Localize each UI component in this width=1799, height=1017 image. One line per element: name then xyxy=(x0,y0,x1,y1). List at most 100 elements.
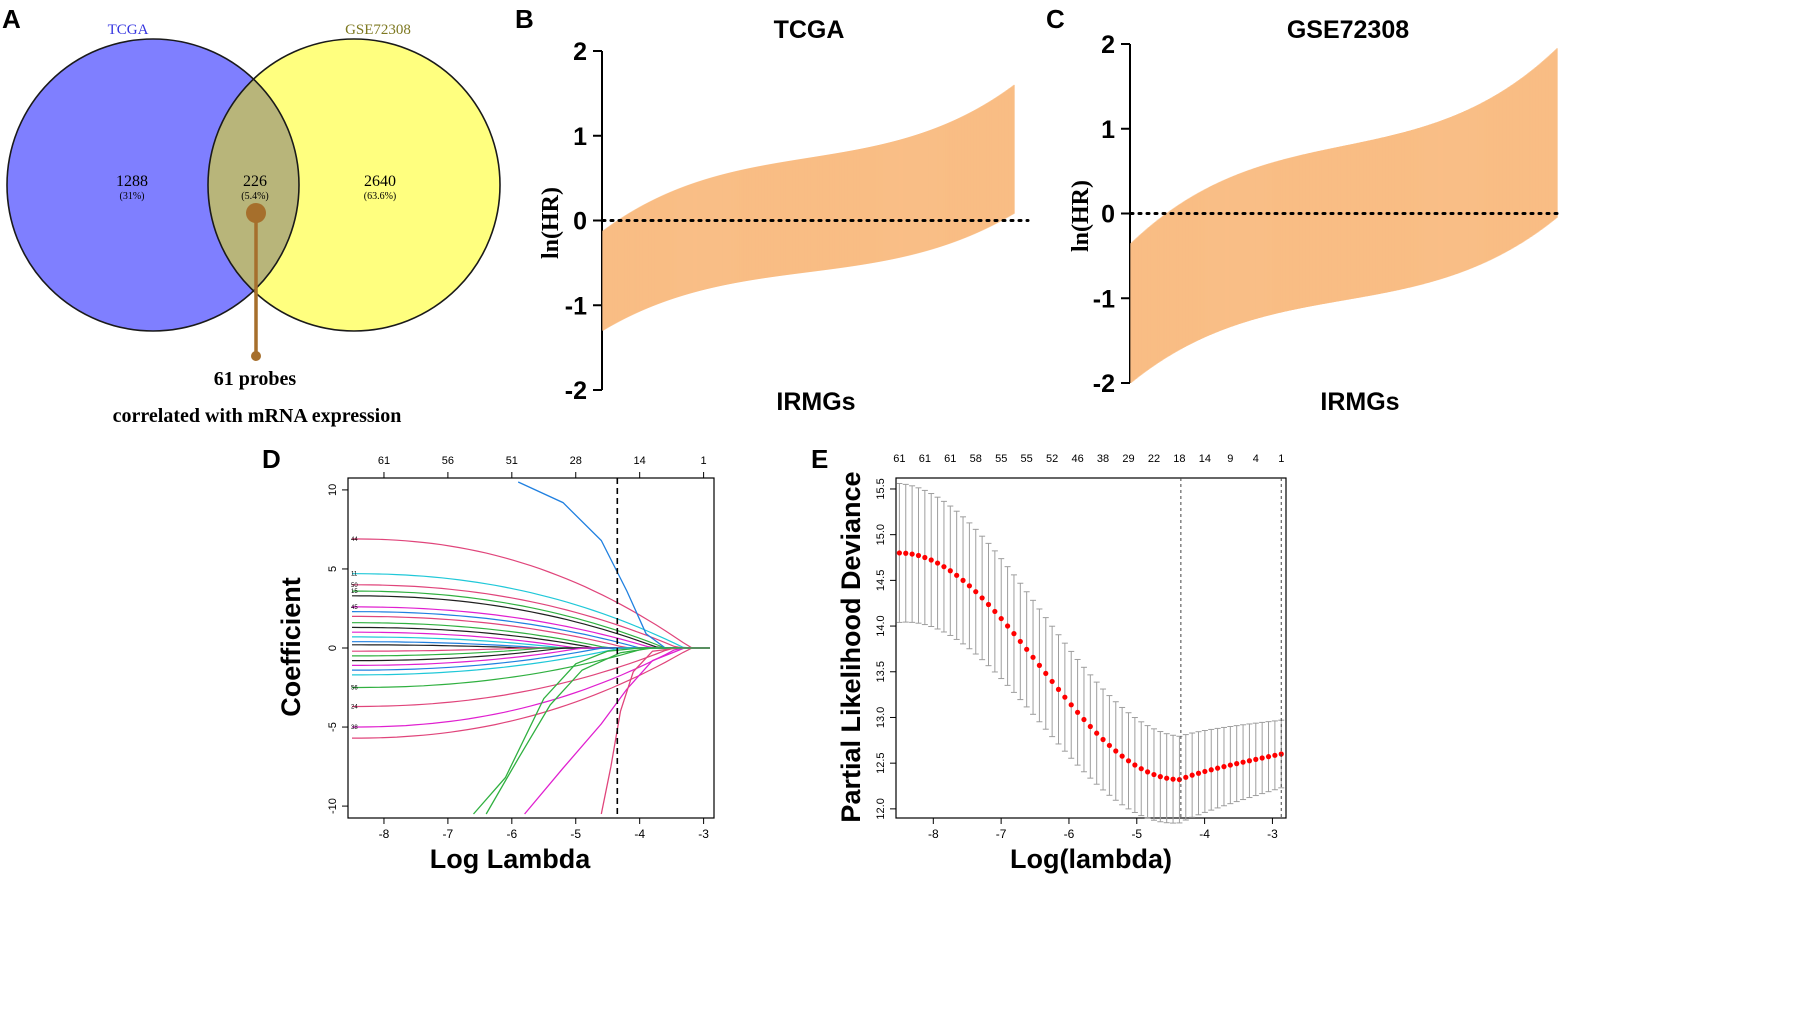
y-tick-label: 15.5 xyxy=(875,478,887,499)
y-tick-label: 0 xyxy=(573,208,587,236)
deviance-point xyxy=(1221,763,1227,770)
y-tick-label: 0 xyxy=(327,645,339,651)
deviance-point xyxy=(934,560,941,566)
venn-callout-description: correlated with mRNA expression xyxy=(113,405,402,427)
top-tick-label: 4 xyxy=(1253,453,1259,465)
panel-label-e: E xyxy=(811,444,829,474)
chart-c-ylabel: ln(HR) xyxy=(1068,180,1094,252)
deviance-point xyxy=(992,608,998,615)
x-tick-label: -4 xyxy=(1199,827,1210,841)
top-tick-label: 22 xyxy=(1148,453,1160,465)
x-tick-label: -5 xyxy=(1131,827,1142,841)
deviance-point xyxy=(941,564,947,570)
y-tick-label: 0 xyxy=(1101,201,1115,229)
coefficient-path xyxy=(473,647,710,815)
deviance-point xyxy=(1094,730,1100,736)
deviance-point xyxy=(1055,686,1062,692)
series-start-label: 45 xyxy=(351,605,358,611)
y-tick-label: -2 xyxy=(565,377,587,405)
deviance-point xyxy=(1215,765,1221,771)
series-start-label: 24 xyxy=(351,704,358,710)
deviance-point xyxy=(966,583,972,589)
deviance-point xyxy=(1036,662,1043,668)
top-tick-label: 38 xyxy=(1097,453,1109,465)
chart-b-ylabel: ln(HR) xyxy=(538,187,564,259)
y-tick-label: -1 xyxy=(1093,285,1115,313)
x-tick-label: -3 xyxy=(698,827,709,841)
series-start-label: 15 xyxy=(351,589,358,595)
deviance-point xyxy=(1164,775,1170,781)
deviance-point xyxy=(1202,768,1208,775)
deviance-point xyxy=(1087,723,1093,730)
y-tick-label: 14.5 xyxy=(875,570,887,591)
coefficient-path xyxy=(352,573,710,649)
venn-count-left: 1288 xyxy=(116,173,148,190)
deviance-point xyxy=(1183,774,1189,780)
top-tick-label: 28 xyxy=(570,455,582,467)
deviance-point xyxy=(1195,770,1202,776)
deviance-point xyxy=(909,551,915,557)
venn-count-right: 2640 xyxy=(364,173,396,190)
x-tick-label: -7 xyxy=(443,827,454,841)
chart-d-ylabel: Coefficient xyxy=(276,577,306,717)
hr-chart-gse72308: GSE72308 ln(HR) IRMGs -2 -1 0 1 2 xyxy=(1068,16,1565,416)
top-tick-label: 61 xyxy=(378,455,390,467)
top-tick-label: 61 xyxy=(944,453,956,465)
deviance-point xyxy=(1017,638,1023,645)
top-tick-label: 46 xyxy=(1071,453,1083,465)
y-tick-label: 13.5 xyxy=(875,661,887,682)
chart-d-xlabel: Log Lambda xyxy=(430,844,591,874)
coefficient-path xyxy=(351,538,710,649)
venn-pct-both: (5.4%) xyxy=(241,191,269,202)
coefficient-path xyxy=(351,595,710,649)
deviance-point xyxy=(1043,670,1049,677)
y-tick-label: -2 xyxy=(1093,370,1115,398)
deviance-point xyxy=(1246,758,1253,764)
venn-callout-probes: 61 probes xyxy=(214,368,297,390)
deviance-point xyxy=(1011,631,1017,637)
x-tick-label: -7 xyxy=(996,827,1007,841)
deviance-point xyxy=(1170,776,1176,782)
top-tick-label: 29 xyxy=(1122,453,1134,465)
deviance-point xyxy=(1240,759,1246,765)
deviance-point xyxy=(1119,753,1125,759)
venn-diagram: TCGA GSE72308 1288 (31%) 226 (5.4%) 2640… xyxy=(6,22,501,427)
deviance-point xyxy=(1157,774,1163,780)
coefficient-path xyxy=(352,584,710,649)
deviance-point xyxy=(922,554,928,561)
deviance-point xyxy=(1145,769,1151,775)
hr-chart-tcga: TCGA ln(HR) IRMGs -2 -1 0 1 2 xyxy=(538,16,1030,416)
series-start-label: 50 xyxy=(351,583,358,589)
venn-label-tcga: TCGA xyxy=(108,22,149,38)
deviance-point xyxy=(1253,756,1259,762)
top-tick-label: 55 xyxy=(1021,453,1033,465)
coefficient-path xyxy=(485,647,710,815)
deviance-point xyxy=(985,601,992,608)
x-tick-label: -4 xyxy=(634,827,645,841)
y-tick-label: -10 xyxy=(327,798,339,814)
y-tick-label: -1 xyxy=(565,292,587,320)
x-tick-label: -8 xyxy=(379,827,390,841)
y-tick-label: 12.0 xyxy=(875,798,887,819)
venn-set-left xyxy=(7,39,299,331)
deviance-point xyxy=(1125,758,1132,764)
deviance-point xyxy=(896,550,902,556)
top-tick-label: 14 xyxy=(1199,453,1211,465)
deviance-point xyxy=(1132,762,1138,768)
deviance-point xyxy=(1100,736,1106,743)
x-tick-label: -6 xyxy=(1064,827,1075,841)
coefficient-path xyxy=(352,647,710,708)
deviance-point xyxy=(1062,694,1068,700)
coefficient-path xyxy=(352,606,710,649)
deviance-point xyxy=(1068,702,1074,708)
chart-e-ylabel: Partial Likelihood Deviance xyxy=(836,471,866,822)
deviance-point xyxy=(1081,716,1087,723)
deviance-point xyxy=(1106,742,1113,749)
deviance-point xyxy=(1004,623,1011,629)
top-tick-label: 9 xyxy=(1227,453,1233,465)
coefficient-path xyxy=(352,615,710,649)
deviance-point xyxy=(1208,767,1214,773)
venn-pct-left: (31%) xyxy=(120,191,145,202)
deviance-point xyxy=(915,552,922,559)
deviance-point xyxy=(1024,646,1030,652)
